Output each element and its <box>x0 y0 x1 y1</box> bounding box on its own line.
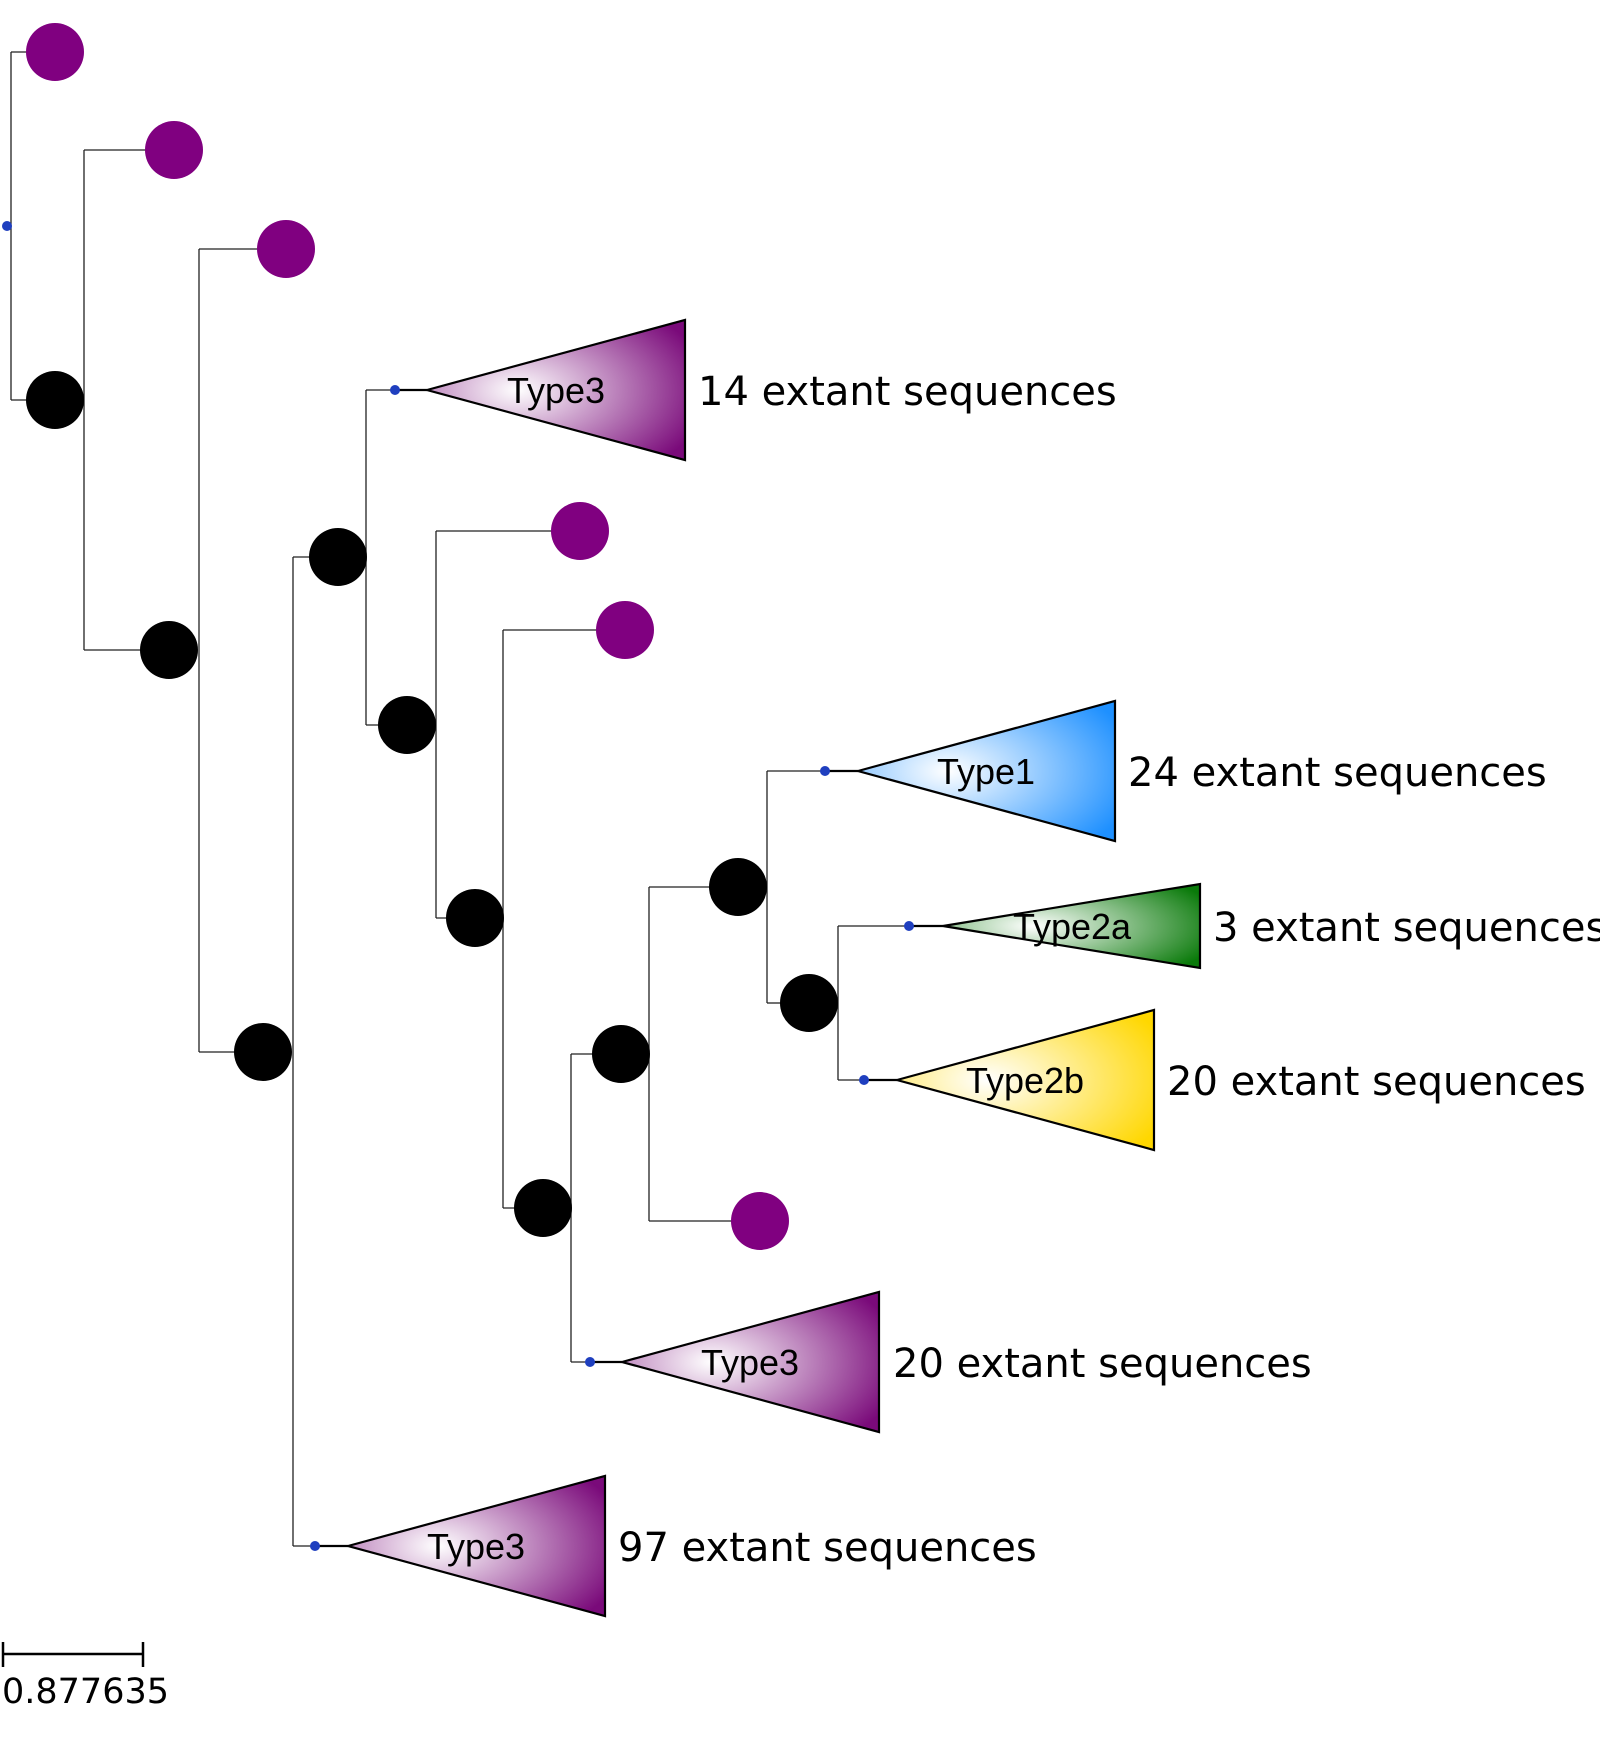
sequence-count-label: 14 extant sequences <box>698 369 1117 415</box>
leaf-node[interactable] <box>596 601 654 659</box>
root-dot <box>2 221 12 231</box>
ancestral-node[interactable] <box>514 1179 572 1237</box>
clade-label: Type1 <box>937 751 1035 792</box>
clade-root-dot <box>820 766 830 776</box>
clade-triangle <box>892 1008 1156 1152</box>
clade-root-dot <box>585 1357 595 1367</box>
clade-triangle <box>942 882 1202 970</box>
clade-root-dot <box>859 1075 869 1085</box>
leaf-node[interactable] <box>731 1192 789 1250</box>
clade-label: Type3 <box>427 1526 525 1567</box>
ancestral-node[interactable] <box>309 528 367 586</box>
ancestral-node[interactable] <box>592 1025 650 1083</box>
collapsed-clade[interactable]: Type1 24 extant sequences <box>820 699 1547 843</box>
ancestral-node[interactable] <box>26 371 84 429</box>
sequence-count-label: 20 extant sequences <box>1167 1059 1586 1105</box>
clade-root-dot <box>904 921 914 931</box>
clade-root-dot <box>390 385 400 395</box>
clade-triangle <box>617 1290 881 1434</box>
collapsed-clade[interactable]: Type2b 20 extant sequences <box>859 1008 1586 1152</box>
ancestral-nodes <box>26 371 838 1237</box>
ancestral-node[interactable] <box>234 1023 292 1081</box>
clade-label: Type2a <box>1013 906 1132 947</box>
clade-triangle <box>853 699 1117 843</box>
clade-label: Type2b <box>966 1060 1084 1101</box>
ancestral-node[interactable] <box>709 858 767 916</box>
leaf-nodes <box>26 23 789 1250</box>
scale-bar-label: 0.877635 <box>2 1672 169 1712</box>
scale-bar: 0.877635 <box>1 1642 169 1712</box>
leaf-node[interactable] <box>145 121 203 179</box>
leaf-node[interactable] <box>26 23 84 81</box>
collapsed-clade[interactable]: Type3 14 extant sequences <box>390 318 1117 462</box>
ancestral-node[interactable] <box>780 974 838 1032</box>
sequence-count-label: 97 extant sequences <box>618 1525 1037 1571</box>
sequence-count-label: 3 extant sequences <box>1213 905 1600 951</box>
collapsed-clade[interactable]: Type3 97 extant sequences <box>310 1474 1037 1618</box>
clade-label: Type3 <box>701 1342 799 1383</box>
clade-label: Type3 <box>507 370 605 411</box>
ancestral-node[interactable] <box>140 621 198 679</box>
collapsed-clade[interactable]: Type2a 3 extant sequences <box>904 882 1600 970</box>
ancestral-node[interactable] <box>446 889 504 947</box>
clade-root-dot <box>310 1541 320 1551</box>
leaf-node[interactable] <box>257 220 315 278</box>
leaf-node[interactable] <box>551 502 609 560</box>
collapsed-clade[interactable]: Type3 20 extant sequences <box>585 1290 1312 1434</box>
clade-triangle <box>422 318 687 462</box>
sequence-count-label: 24 extant sequences <box>1128 750 1547 796</box>
ancestral-node[interactable] <box>378 696 436 754</box>
clade-triangle <box>343 1474 607 1618</box>
sequence-count-label: 20 extant sequences <box>893 1341 1312 1387</box>
